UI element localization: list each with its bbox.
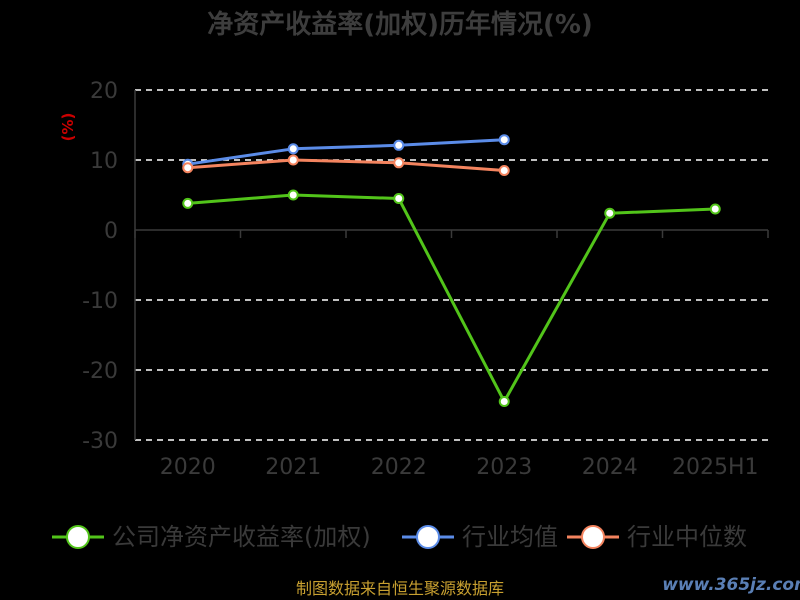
data-point: [393, 157, 405, 169]
series-line: [187, 138, 505, 166]
series-line: [187, 158, 505, 172]
legend-label: 公司净资产收益率(加权): [112, 523, 371, 551]
series-line: [187, 193, 716, 403]
legend-label: 行业中位数: [627, 523, 747, 551]
data-source-note: 制图数据来自恒生聚源数据库: [296, 579, 504, 598]
data-point: [182, 197, 194, 209]
series-lines: [182, 134, 721, 407]
y-tick-label: 10: [90, 149, 118, 174]
legend-swatch-marker: [581, 525, 605, 549]
y-tick-label: 0: [104, 219, 118, 244]
data-point: [393, 139, 405, 151]
y-tick-label: -30: [82, 429, 118, 454]
legend-label: 行业均值: [462, 523, 558, 551]
legend-swatch-marker: [416, 525, 440, 549]
data-point: [287, 189, 299, 201]
x-tick-label: 2024: [582, 455, 638, 480]
data-point: [498, 396, 510, 407]
data-point: [287, 143, 299, 155]
legend-swatch-marker: [66, 525, 90, 549]
y-tick-label: -10: [82, 289, 118, 314]
chart-title: 净资产收益率(加权)历年情况(%): [207, 9, 593, 40]
x-tick-label: 2022: [371, 455, 427, 480]
x-tick-label: 2023: [476, 455, 532, 480]
axes: 20 10 0 -10 -20 -30 2020 2021 2022 2023 2024 2025H1: [82, 79, 769, 480]
data-point: [709, 203, 721, 215]
y-tick-label: 20: [90, 79, 118, 104]
data-point: [393, 193, 405, 204]
data-point: [604, 207, 616, 219]
data-point: [498, 165, 510, 176]
x-tick-label: 2020: [160, 455, 216, 480]
data-point: [287, 154, 299, 166]
x-tick-label: 2025H1: [672, 455, 759, 480]
watermark: www.365jz.com: [662, 575, 800, 595]
legend: 公司净资产收益率(加权) 行业均值 行业中位数: [52, 523, 747, 551]
y-axis-label: (%): [59, 113, 77, 142]
data-point: [182, 162, 194, 174]
y-tick-label: -20: [82, 359, 118, 384]
data-point: [498, 134, 510, 146]
x-tick-label: 2021: [265, 455, 321, 480]
